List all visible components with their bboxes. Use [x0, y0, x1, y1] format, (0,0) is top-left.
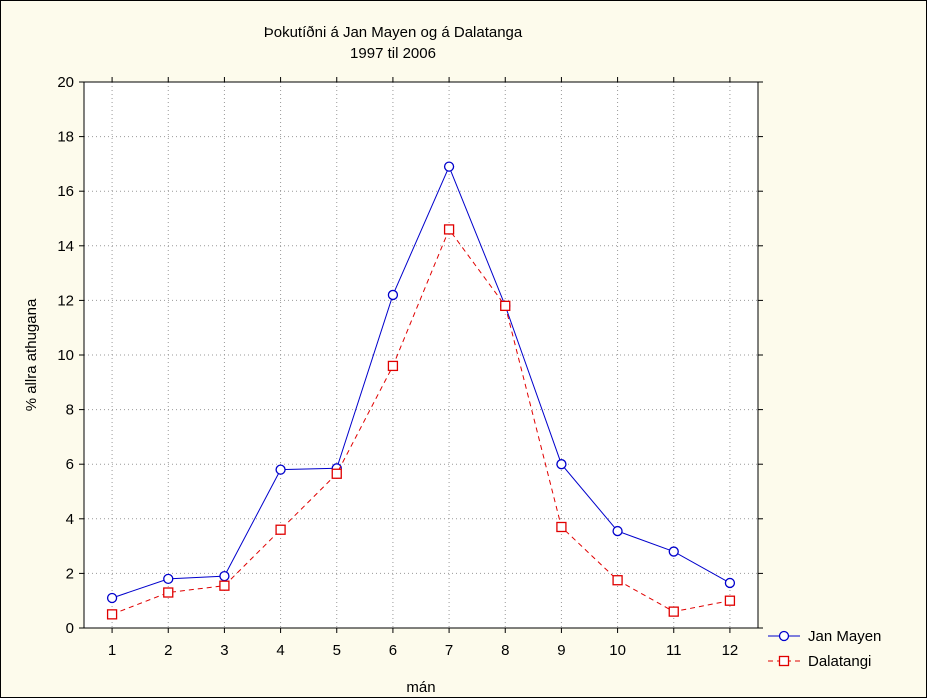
point-jan-mayen [219, 570, 230, 582]
x-tick-label: 3 [220, 642, 228, 659]
y-tick-label: 0 [66, 620, 74, 637]
x-tick-label: 5 [333, 642, 341, 659]
x-tick-label: 4 [276, 642, 284, 659]
y-tick-label: 10 [57, 347, 74, 364]
point-dalatangi [331, 468, 342, 479]
series-line-jan-mayen [111, 165, 731, 599]
point-dalatangi [612, 575, 623, 586]
y-tick-label: 18 [57, 129, 74, 146]
point-jan-mayen [724, 577, 736, 589]
x-tick-label: 11 [666, 642, 682, 659]
legend-marker-jan-mayen [778, 630, 790, 642]
point-dalatangi [387, 360, 399, 372]
y-tick-label: 14 [57, 238, 74, 255]
chart-title: Þokutíðni á Jan Mayen og á Dalatanga [264, 24, 523, 41]
y-tick-label: 2 [66, 565, 74, 582]
y-axis-label: % allra athugana [23, 298, 40, 411]
point-dalatangi [275, 524, 286, 535]
legend-label-jan-mayen: Jan Mayen [808, 628, 881, 645]
point-jan-mayen [556, 459, 567, 470]
x-tick-label: 9 [557, 642, 565, 659]
y-tick-label: 16 [57, 183, 74, 200]
point-jan-mayen [443, 161, 455, 172]
point-jan-mayen [163, 573, 174, 585]
point-dalatangi [163, 587, 174, 598]
y-tick-label: 12 [57, 292, 74, 309]
x-tick-label: 2 [164, 642, 172, 659]
legend: Jan Mayen Dalatangi [768, 628, 881, 670]
point-jan-mayen [612, 525, 623, 537]
legend-label-dalatangi: Dalatangi [808, 653, 871, 670]
point-jan-mayen [668, 546, 679, 557]
series-line-dalatangi [111, 228, 731, 615]
point-jan-mayen [275, 464, 286, 475]
point-jan-mayen [106, 592, 118, 604]
point-dalatangi [106, 609, 118, 620]
x-tick-label: 6 [389, 642, 397, 659]
x-tick-label: 12 [722, 642, 739, 659]
point-jan-mayen [387, 289, 399, 301]
chart-subtitle: 1997 til 2006 [350, 45, 436, 62]
point-dalatangi [724, 595, 736, 606]
point-dalatangi [443, 224, 455, 235]
point-dalatangi [500, 300, 511, 312]
x-tick-label: 7 [445, 642, 453, 659]
y-tick-label: 20 [57, 74, 74, 91]
point-dalatangi [556, 521, 567, 533]
x-axis-label: mán [406, 679, 435, 696]
y-tick-label: 8 [66, 402, 74, 419]
point-dalatangi [668, 606, 679, 617]
y-tick-label: 6 [66, 456, 74, 473]
x-tick-label: 10 [609, 642, 626, 659]
point-dalatangi [219, 580, 230, 591]
x-tick-label: 1 [108, 642, 116, 659]
legend-marker-dalatangi [778, 655, 790, 667]
y-tick-label: 4 [66, 511, 74, 528]
x-tick-label: 8 [501, 642, 509, 659]
